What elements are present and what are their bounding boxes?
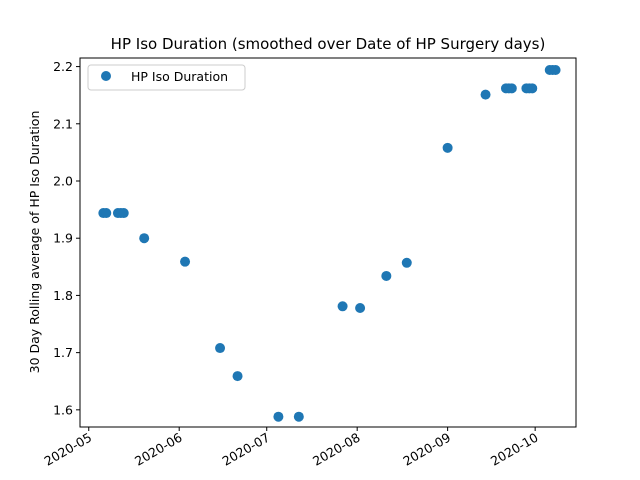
data-point [293,411,304,422]
x-tick-label: 2020-08 [310,430,363,469]
y-axis: 1.6 1.7 1.8 1.9 2.0 2.1 2.2 [53,59,80,417]
data-point [118,208,129,219]
data-point [355,303,366,313]
data-point [480,89,491,100]
data-point [139,233,150,244]
data-point [506,83,517,94]
legend-box [87,64,246,91]
data-point [232,371,243,382]
data-point [527,83,538,94]
y-tick-label: 1.6 [53,402,73,417]
plot-marks [98,65,561,422]
chart-title: HP Iso Duration (smoothed over Date of H… [111,35,546,53]
x-tick-label: 2020-06 [132,430,185,469]
data-point [180,256,191,267]
y-tick-label: 1.7 [53,345,73,360]
y-tick-label: 1.9 [53,231,73,246]
x-axis: 2020-05 2020-06 2020-07 2020-08 2020-09 2020-… [42,427,541,469]
y-tick-label: 2.1 [53,116,73,131]
y-tick-label: 1.8 [53,288,73,303]
data-point [442,142,453,153]
data-point [273,411,284,422]
legend-label: HP Iso Duration [131,69,228,84]
x-tick-label: 2020-05 [42,430,95,469]
data-point [550,65,561,76]
legend-marker [101,71,111,81]
plot-frame [79,57,577,428]
data-point [337,301,348,312]
legend: HP Iso Duration [87,64,246,91]
x-tick-label: 2020-07 [219,430,272,469]
x-tick-label: 2020-10 [488,430,541,469]
data-point [101,208,112,219]
x-tick-label: 2020-09 [400,430,453,469]
y-tick-label: 2.2 [53,59,73,74]
data-point [401,257,412,268]
y-tick-label: 2.0 [53,174,73,189]
data-point [381,270,392,281]
data-point [215,343,226,354]
y-axis-label: 30 Day Rolling average of HP Iso Duratio… [27,111,42,374]
